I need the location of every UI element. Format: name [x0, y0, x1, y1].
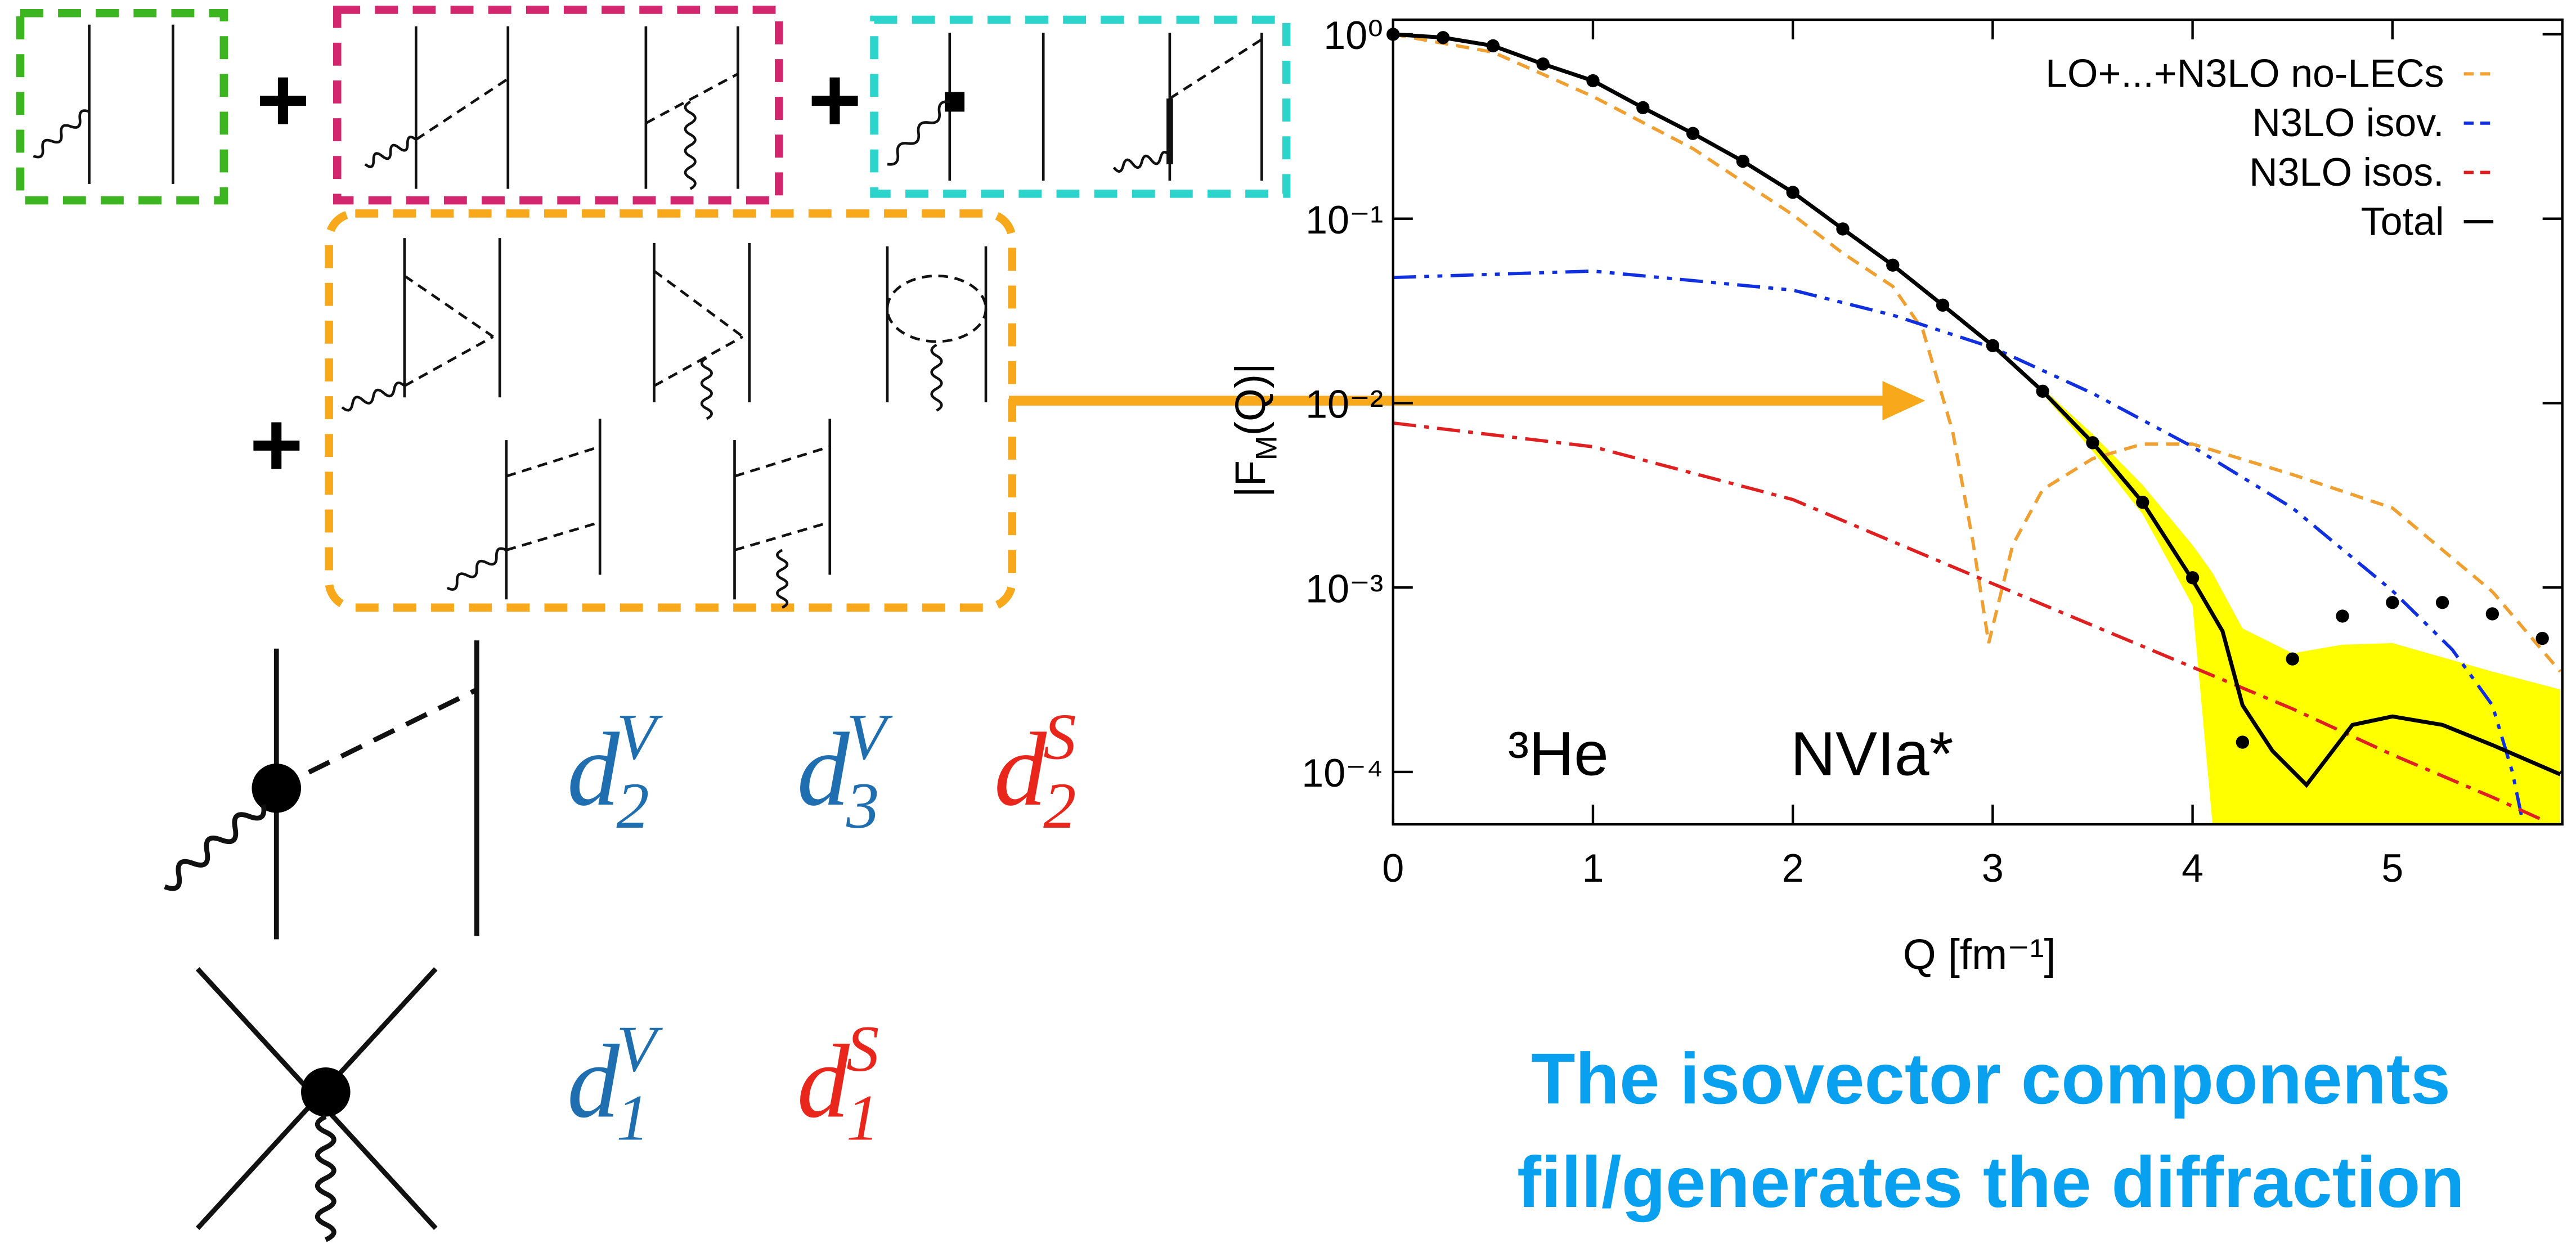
photon [447, 549, 506, 590]
coupling-sub: 2 [1043, 770, 1076, 842]
photon [702, 358, 712, 419]
x-tick-label: 5 [2381, 846, 2403, 890]
y-tick-label: 10⁻⁴ [1302, 751, 1383, 795]
y-tick-label: 10⁻¹ [1305, 198, 1383, 242]
coupling-sub: 2 [616, 770, 649, 842]
data-point [1537, 57, 1550, 70]
x-tick-label: 0 [1382, 846, 1404, 890]
data-point [2436, 596, 2449, 609]
data-point [1886, 259, 1899, 272]
x-tick-label: 1 [1582, 846, 1604, 890]
arrow-head [1882, 381, 1925, 420]
photon [1114, 152, 1170, 171]
legend-label: Total [2361, 199, 2444, 243]
data-point [1787, 186, 1799, 199]
operator: + [256, 48, 309, 151]
data-point [2336, 609, 2349, 622]
data-point [2186, 571, 2199, 584]
coupling-sup: V [616, 1013, 663, 1085]
photon [932, 345, 942, 411]
data-point [2286, 652, 2299, 665]
data-point [2536, 632, 2549, 645]
coupling-base: d [567, 712, 620, 828]
x-tick-label: 2 [1782, 846, 1804, 890]
legend-label: LO+...+N3LO no-LECs [2045, 52, 2444, 96]
photon [685, 102, 695, 189]
data-point [2236, 735, 2249, 748]
photon [165, 805, 264, 888]
data-point [1636, 101, 1649, 114]
photon [317, 1117, 334, 1240]
coupling-base: d [994, 712, 1047, 828]
coupling-sup: V [846, 701, 893, 773]
data-point [1736, 155, 1749, 168]
coupling-base: d [797, 712, 850, 828]
photon [777, 550, 787, 608]
legend-label: N3LO isos. [2249, 150, 2444, 194]
data-point [2386, 596, 2399, 609]
data-point [1836, 222, 1849, 235]
y-tick-label: 10⁰ [1323, 14, 1383, 57]
data-point [2036, 385, 2049, 398]
legend-label: N3LO isov. [2252, 101, 2444, 145]
data-point [1487, 39, 1500, 52]
box-green [20, 13, 224, 200]
data-point [1586, 74, 1599, 87]
coupling-base: d [797, 1024, 850, 1140]
caption-line: The isovector components [1531, 1039, 2451, 1119]
data-point [1936, 299, 1949, 312]
coupling-sub: 3 [846, 770, 879, 842]
photon [342, 383, 405, 410]
slide: + + + 0 1 2 3 4 5 10⁻⁴ 10⁻³ 10⁻² 10⁻¹ 10⁰ LO+...+N3… [0, 0, 2576, 1248]
data-point [1437, 31, 1449, 44]
x-tick-label: 4 [2182, 846, 2203, 890]
coupling-base: d [567, 1024, 620, 1140]
y-tick-label: 10⁻² [1305, 383, 1383, 427]
box-cyan [874, 20, 1287, 194]
coupling-sub: 1 [846, 1081, 879, 1154]
photon [887, 102, 950, 165]
operator: + [250, 393, 303, 496]
data-point [2136, 496, 2149, 509]
operator: + [808, 48, 861, 151]
y-axis-label: |FM(Q)| [1227, 363, 1283, 497]
x-tick-label: 3 [1982, 846, 2004, 890]
coupling-sup: S [846, 1013, 879, 1085]
data-point [2486, 607, 2499, 620]
annotation: ³He [1508, 719, 1609, 788]
caption-line: fill/generates the diffraction [1517, 1142, 2465, 1223]
y-tick-label: 10⁻³ [1305, 567, 1383, 610]
photon [365, 137, 416, 167]
box-magenta [337, 10, 779, 201]
annotation: NVIa* [1790, 719, 1954, 788]
coupling-sup: V [616, 701, 663, 773]
box-orange [329, 213, 1012, 607]
coupling-sup: S [1043, 701, 1076, 773]
data-point [2086, 436, 2099, 449]
x-axis-label: Q [fm⁻¹] [1903, 931, 2056, 978]
data-point [1986, 339, 1999, 352]
data-point [1686, 127, 1699, 140]
photon [33, 111, 89, 158]
coupling-sub: 1 [616, 1081, 649, 1154]
